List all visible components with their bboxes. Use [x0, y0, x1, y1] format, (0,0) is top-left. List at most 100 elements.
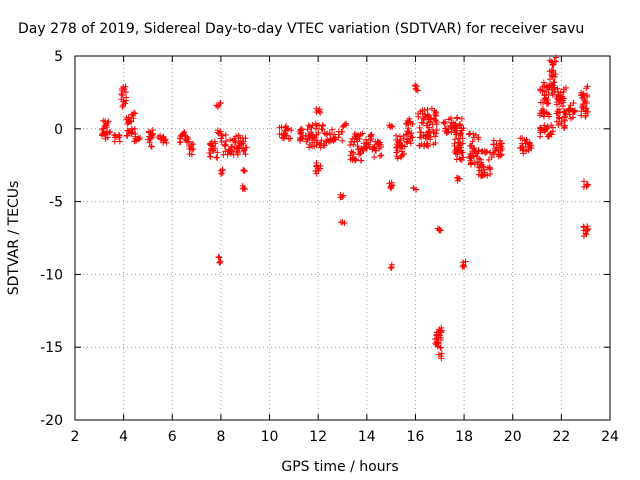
- y-tick-label: -15: [40, 340, 63, 356]
- data-point: [214, 154, 221, 161]
- data-point: [423, 131, 430, 138]
- data-point: [328, 137, 335, 144]
- data-point: [237, 134, 244, 141]
- data-point: [306, 144, 313, 151]
- data-point: [177, 135, 184, 142]
- data-point: [475, 136, 482, 143]
- data-point: [225, 146, 232, 153]
- data-point: [376, 145, 383, 152]
- data-point: [347, 141, 354, 148]
- data-point: [466, 131, 473, 138]
- data-point: [556, 93, 563, 100]
- data-point: [310, 133, 317, 140]
- data-point: [493, 144, 500, 151]
- data-point: [329, 126, 336, 133]
- data-point: [230, 137, 237, 144]
- y-axis-label: SDTVAR / TECUs: [6, 181, 22, 296]
- data-point: [540, 79, 547, 86]
- data-point: [406, 129, 413, 136]
- data-point: [555, 122, 562, 129]
- data-point: [399, 151, 406, 158]
- data-point: [146, 139, 153, 146]
- data-point: [433, 339, 440, 346]
- data-point: [488, 154, 495, 161]
- data-point: [559, 103, 566, 110]
- tick-marks: [74, 55, 611, 421]
- data-point: [313, 125, 320, 132]
- data-point: [363, 141, 370, 148]
- data-point: [288, 127, 295, 134]
- data-point: [362, 143, 369, 150]
- data-point: [478, 148, 485, 155]
- data-point: [498, 151, 505, 158]
- data-point: [241, 147, 248, 154]
- data-point: [548, 71, 555, 78]
- data-point: [393, 132, 400, 139]
- data-point: [553, 54, 560, 61]
- data-point: [477, 156, 484, 163]
- data-point: [583, 100, 590, 107]
- data-point: [448, 129, 455, 136]
- data-point: [404, 139, 411, 146]
- data-point: [241, 168, 248, 175]
- x-tick-label: 8: [216, 429, 225, 445]
- data-point: [459, 135, 466, 142]
- data-point: [313, 159, 320, 166]
- data-point: [375, 140, 382, 147]
- data-point: [214, 127, 221, 134]
- data-point: [548, 131, 555, 138]
- data-point: [148, 143, 155, 150]
- data-point: [396, 133, 403, 140]
- data-point: [149, 130, 156, 137]
- data-point: [582, 113, 589, 120]
- data-point: [342, 122, 349, 129]
- data-point: [120, 98, 127, 105]
- data-point: [454, 146, 461, 153]
- data-point: [466, 153, 473, 160]
- data-point: [423, 122, 430, 129]
- data-point: [222, 131, 229, 138]
- data-point: [552, 71, 559, 78]
- data-point: [348, 138, 355, 145]
- data-point: [122, 89, 129, 96]
- data-point: [427, 128, 434, 135]
- data-point: [418, 141, 425, 148]
- data-point: [553, 110, 560, 117]
- data-point: [458, 115, 465, 122]
- data-point: [306, 123, 313, 130]
- data-point: [453, 124, 460, 131]
- data-point: [570, 108, 577, 115]
- data-point: [240, 166, 247, 173]
- data-point: [240, 147, 247, 154]
- data-point: [388, 264, 395, 271]
- data-point: [123, 132, 130, 139]
- data-point: [583, 85, 590, 92]
- data-point: [220, 151, 227, 158]
- data-point: [341, 121, 348, 128]
- data-point: [498, 140, 505, 147]
- data-point: [567, 102, 574, 109]
- data-point: [414, 87, 421, 94]
- data-point: [242, 135, 249, 142]
- data-point: [438, 355, 445, 362]
- data-point: [313, 105, 320, 112]
- data-point: [479, 171, 486, 178]
- data-point: [433, 112, 440, 119]
- y-tick-label: 5: [54, 49, 63, 65]
- data-point: [188, 151, 195, 158]
- data-point: [393, 149, 400, 156]
- data-point: [424, 106, 431, 113]
- data-point: [235, 138, 242, 145]
- data-point: [466, 143, 473, 150]
- x-tick-label: 16: [407, 429, 425, 445]
- data-point: [544, 110, 551, 117]
- data-point: [526, 143, 533, 150]
- data-point: [554, 88, 561, 95]
- data-point: [432, 140, 439, 147]
- data-point: [219, 167, 226, 174]
- data-point: [206, 150, 213, 157]
- data-point: [368, 132, 375, 139]
- data-point: [160, 134, 167, 141]
- data-point: [519, 147, 526, 154]
